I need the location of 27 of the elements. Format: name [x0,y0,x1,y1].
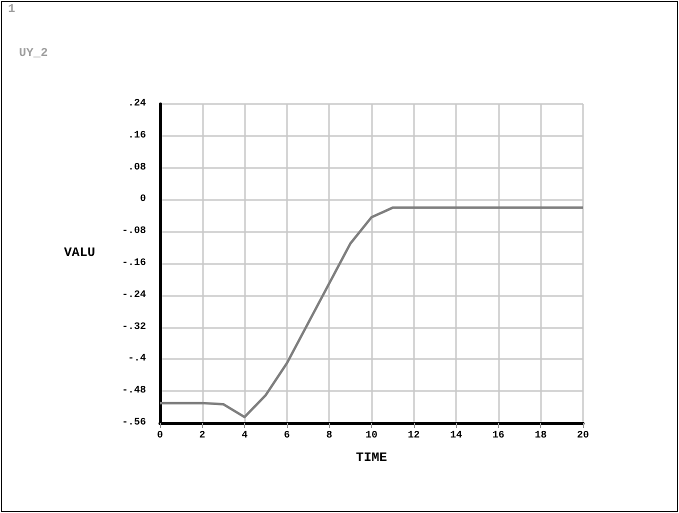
x-tick-label: 14 [450,430,462,442]
y-tick-label: -.48 [122,386,146,397]
x-tick-label: 6 [284,430,290,442]
x-axis-title: TIME [356,450,388,465]
x-tick-label: 2 [199,430,206,442]
text: UY_2 [19,46,48,60]
x-tick-label: 10 [365,430,378,442]
x-tick-label: 8 [326,430,332,442]
y-tick-label: -.32 [122,322,146,333]
y-axis-title: VALU [64,245,96,260]
x-tick-label: 0 [156,430,164,442]
y-tick-label: -.24 [122,290,146,301]
y-tick-label: 0 [140,194,146,206]
x-tick-label: 18 [534,430,547,442]
y-tick-label: -.08 [122,226,146,238]
y-tick-label: -.4 [128,354,146,365]
line-series [158,206,584,418]
x-tick-label: 12 [408,430,420,442]
y-tick-label: -.16 [122,258,146,269]
y-tick-label: -.56 [122,418,146,428]
y-tick-label: .16 [128,130,146,142]
y-tick-label: .08 [128,162,146,174]
x-tick-label: 4 [242,430,248,442]
x-tick-label: 20 [576,430,590,442]
y-tick-label: .24 [128,98,146,110]
x-tick-label: 16 [492,430,504,442]
text: 1 [8,2,16,16]
